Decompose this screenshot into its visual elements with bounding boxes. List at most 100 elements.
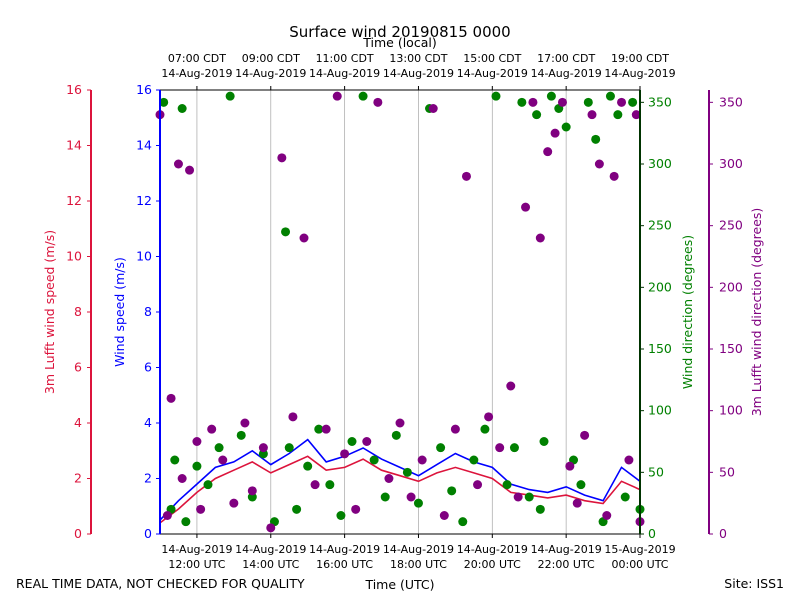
series-2-point-50 [613, 110, 623, 120]
axis-ticks: 14-Aug-2019 12:00 UTC 14-Aug-2019 14:00 UTC… [66, 52, 743, 571]
series-2-point-4 [181, 517, 191, 527]
series-3-point-40 [535, 233, 545, 243]
series-3-point-49 [602, 511, 612, 520]
top-tick-time-2: 11:00 CDT [316, 52, 374, 65]
bottom-tick-date-5: 14-Aug-2019 [531, 543, 602, 556]
bottom-tick-date-6: 15-Aug-2019 [604, 543, 675, 556]
series-3-point-21 [340, 449, 350, 459]
series-3-point-30 [439, 511, 449, 520]
bottom-tick-time-0: 12:00 UTC [168, 558, 225, 571]
series-3-point-45 [572, 498, 582, 508]
series-3-point-46 [580, 430, 590, 440]
series-3-point-33 [473, 480, 483, 490]
top-tick-time-1: 09:00 CDT [242, 52, 300, 65]
series-3-point-28 [417, 455, 427, 465]
series-2-point-15 [292, 504, 302, 514]
series-3-point-37 [513, 492, 523, 502]
bottom-tick-date-1: 14-Aug-2019 [235, 543, 306, 556]
lufft-speed-tick-label-7: 14 [66, 138, 82, 153]
wind-dir-tick-label-2: 100 [648, 403, 672, 418]
wind-speed-axis-label: Wind speed (m/s) [112, 257, 127, 367]
series-3-point-39 [528, 97, 538, 107]
lufft-speed-tick-label-3: 6 [74, 360, 82, 375]
bottom-tick-time-1: 14:00 UTC [242, 558, 299, 571]
series-3-point-31 [450, 424, 460, 434]
top-tick-time-0: 07:00 CDT [168, 52, 226, 65]
series-2-point-26 [413, 498, 423, 508]
wind-speed-tick-label-5: 10 [136, 249, 152, 264]
series-3-point-32 [461, 171, 471, 181]
lufft-dir-tick-label-5: 250 [719, 218, 743, 233]
wind-dir-tick-label-4: 200 [648, 279, 672, 294]
series-2-point-18 [325, 480, 335, 490]
series-3-point-24 [373, 97, 383, 107]
series-3-point-10 [229, 498, 239, 508]
series-2-point-16 [303, 461, 313, 471]
series-2-point-5 [192, 461, 202, 471]
top-tick-date-4: 14-Aug-2019 [457, 67, 528, 80]
lufft-dir-tick-label-2: 100 [719, 403, 743, 418]
series-3-point-25 [384, 474, 394, 483]
series-3-point-23 [362, 437, 372, 446]
series-line-0 [159, 438, 641, 521]
wind-dir-tick-label-5: 250 [648, 218, 672, 233]
series-2-point-25 [402, 467, 412, 477]
series-2-point-35 [509, 443, 519, 453]
lufft-dir-axis-label: 3m Lufft wind direction (degrees) [749, 208, 764, 417]
series-3-point-42 [550, 128, 560, 138]
series-3-point-11 [240, 418, 250, 428]
wind-speed-tick-label-2: 4 [144, 415, 152, 430]
series-3-point-17 [299, 233, 309, 243]
series-2-point-34 [502, 480, 512, 490]
series-3-point-35 [495, 443, 505, 453]
series-3-point-6 [192, 437, 202, 446]
series-3-point-38 [521, 202, 531, 212]
series-3-point-52 [624, 455, 634, 465]
wind-speed-tick-label-4: 8 [144, 304, 152, 319]
wind-dir-tick-label-1: 50 [648, 464, 664, 479]
bottom-tick-date-2: 14-Aug-2019 [309, 543, 380, 556]
wind-speed-tick-label-6: 12 [136, 193, 152, 208]
series-2-point-40 [539, 437, 549, 446]
series-3-point-26 [395, 418, 405, 428]
bottom-tick-time-4: 20:00 UTC [464, 558, 521, 571]
series-2-point-41 [546, 91, 556, 101]
lufft-speed-tick-label-6: 12 [66, 193, 82, 208]
series-2-point-38 [532, 110, 542, 120]
lufft-speed-tick-label-0: 0 [74, 526, 82, 541]
series-3-point-27 [406, 492, 416, 502]
top-tick-date-0: 14-Aug-2019 [161, 67, 232, 80]
series-3-point-53 [631, 110, 641, 120]
wind-dir-tick-label-7: 350 [648, 94, 672, 109]
lufft-dir-tick-label-1: 50 [719, 464, 735, 479]
series-2-point-47 [591, 134, 601, 144]
series-2-point-11 [258, 449, 268, 459]
top-tick-time-4: 15:00 CDT [463, 52, 521, 65]
top-tick-date-6: 14-Aug-2019 [604, 67, 675, 80]
bottom-tick-date-4: 14-Aug-2019 [457, 543, 528, 556]
lufft-speed-tick-label-5: 10 [66, 249, 82, 264]
lufft-dir-tick-label-0: 0 [719, 526, 727, 541]
series-2-point-9 [236, 430, 246, 440]
series-3-point-48 [594, 159, 604, 169]
series-3-point-20 [332, 91, 342, 101]
bottom-tick-date-0: 14-Aug-2019 [161, 543, 232, 556]
series-3-point-19 [321, 424, 331, 434]
series-3-point-43 [557, 97, 567, 107]
series-2-point-43 [561, 122, 571, 132]
plot-area [160, 90, 640, 534]
series-3-point-1 [162, 511, 172, 520]
top-tick-time-5: 17:00 CDT [537, 52, 595, 65]
series-3-point-2 [166, 393, 176, 403]
bottom-tick-date-3: 14-Aug-2019 [383, 543, 454, 556]
series-2-point-17 [314, 424, 324, 434]
series-3-point-8 [207, 424, 217, 434]
series-2-point-30 [458, 517, 468, 527]
series-2-point-21 [358, 91, 368, 101]
top-axis-label: Time (local) [362, 35, 436, 50]
series-2-point-52 [628, 97, 638, 107]
series-3-point-41 [543, 147, 553, 157]
series-2-point-3 [177, 104, 187, 113]
series-2-point-28 [436, 443, 446, 453]
